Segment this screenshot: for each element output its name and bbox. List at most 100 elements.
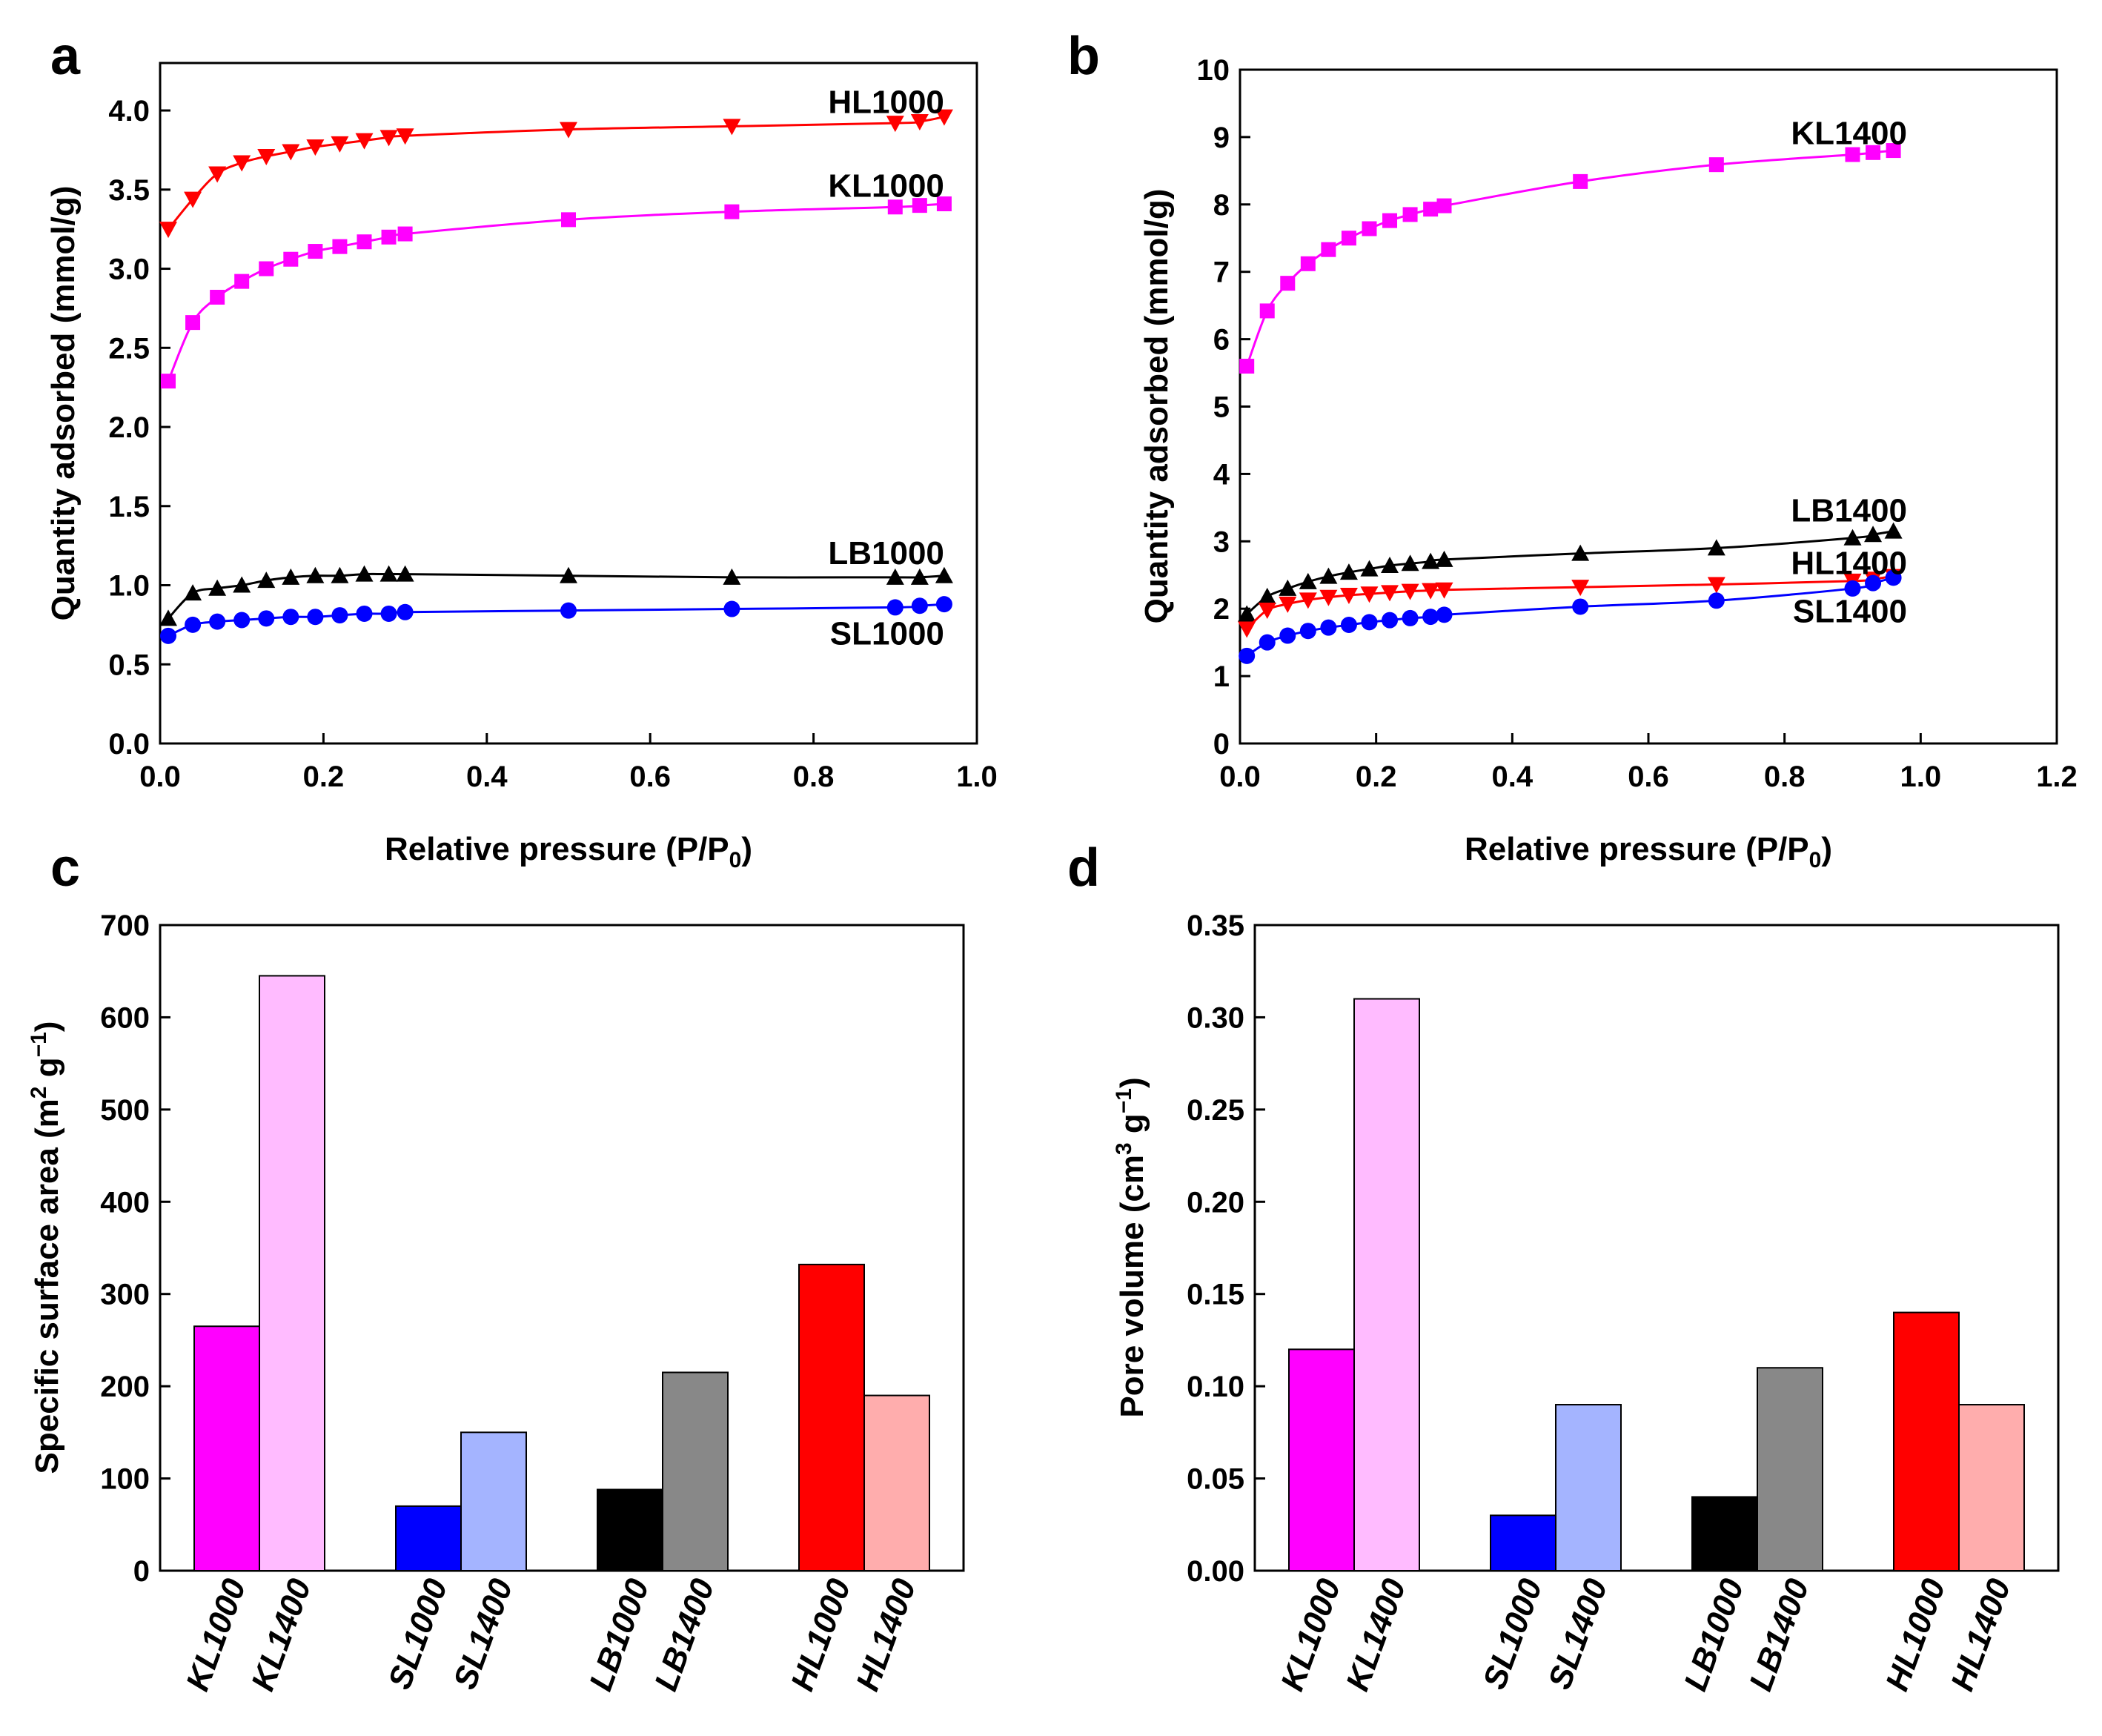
panel-label-d: d bbox=[1067, 838, 1100, 898]
data-point bbox=[560, 602, 577, 619]
data-point bbox=[1422, 552, 1440, 569]
x-tick-label: 0.8 bbox=[793, 761, 835, 793]
y-tick-label: 600 bbox=[100, 1001, 150, 1034]
series-line-kl1000 bbox=[167, 202, 945, 382]
category-label: HL1000 bbox=[784, 1574, 858, 1695]
category-label: LB1000 bbox=[583, 1574, 657, 1695]
data-point bbox=[723, 568, 741, 585]
data-point bbox=[1401, 583, 1419, 600]
data-point bbox=[397, 603, 414, 620]
category-label: SL1000 bbox=[382, 1574, 455, 1694]
bar-kl1000 bbox=[193, 1325, 260, 1571]
data-point bbox=[257, 572, 276, 589]
chart-panel-d: 0.00 0.05 0.10 0.15 0.20 0.25 0.30 0.35 KL1000K… bbox=[1112, 910, 2060, 1696]
data-point bbox=[1885, 569, 1902, 586]
data-point bbox=[1339, 588, 1358, 605]
y-axis-label-b: Quantity adsorbed (mmol/g) bbox=[1138, 189, 1175, 624]
data-point bbox=[306, 139, 325, 156]
data-point bbox=[1382, 213, 1398, 228]
bar-hl1000 bbox=[798, 1263, 865, 1571]
data-point bbox=[1360, 586, 1379, 603]
x-tick-label: 1.2 bbox=[2036, 761, 2078, 793]
y-tick-label: 4 bbox=[1213, 458, 1230, 491]
data-point bbox=[234, 274, 250, 289]
data-point bbox=[1886, 143, 1901, 159]
data-point bbox=[1361, 614, 1378, 631]
bar-sl1000 bbox=[1490, 1514, 1556, 1572]
data-point bbox=[381, 229, 397, 245]
y-tick-label: 5 bbox=[1213, 391, 1230, 424]
data-point bbox=[356, 605, 373, 622]
category-label: LB1000 bbox=[1677, 1574, 1751, 1695]
data-point bbox=[233, 155, 251, 172]
data-point bbox=[887, 199, 903, 215]
data-point bbox=[1299, 572, 1317, 589]
data-point bbox=[208, 579, 227, 596]
data-point bbox=[355, 565, 374, 582]
data-point bbox=[723, 119, 741, 136]
category-label: HL1400 bbox=[849, 1574, 924, 1695]
category-label: HL1400 bbox=[1944, 1574, 2018, 1695]
y-tick-label: 2.5 bbox=[108, 332, 150, 365]
data-point bbox=[1341, 231, 1356, 246]
data-point bbox=[723, 600, 740, 617]
data-point bbox=[1319, 589, 1338, 606]
data-point bbox=[886, 599, 904, 616]
data-point bbox=[1340, 617, 1357, 634]
data-point bbox=[1422, 609, 1439, 626]
series-label-sl1400: SL1400 bbox=[1793, 594, 1907, 630]
data-point bbox=[1573, 173, 1588, 189]
data-point bbox=[396, 565, 414, 582]
data-point bbox=[1843, 529, 1862, 546]
data-point bbox=[307, 609, 324, 626]
y-tick-label: 0.30 bbox=[1187, 1001, 1244, 1034]
plot-frame-c bbox=[159, 924, 965, 1572]
data-point bbox=[1259, 634, 1276, 651]
data-point bbox=[185, 315, 201, 331]
data-point bbox=[912, 198, 927, 213]
series-label-kl1000: KL1000 bbox=[828, 168, 944, 205]
y-tick-label: 0.5 bbox=[108, 649, 150, 681]
data-point bbox=[332, 239, 348, 254]
y-tick-label: 500 bbox=[100, 1094, 150, 1127]
data-point bbox=[1436, 198, 1452, 213]
y-tick-label: 2.0 bbox=[108, 411, 150, 444]
data-point bbox=[886, 116, 904, 133]
data-point bbox=[282, 609, 299, 626]
x-tick-label: 1.0 bbox=[956, 761, 998, 793]
data-point bbox=[561, 212, 576, 228]
data-point bbox=[1572, 598, 1589, 615]
y-tick-label: 0.0 bbox=[108, 728, 150, 761]
data-point bbox=[1884, 522, 1903, 539]
y-tick-label: 0.25 bbox=[1187, 1094, 1244, 1127]
data-point bbox=[911, 597, 928, 614]
category-label: LB1400 bbox=[1743, 1574, 1817, 1695]
data-point bbox=[910, 568, 929, 585]
data-point bbox=[1435, 582, 1453, 599]
series-label-hl1000: HL1000 bbox=[828, 84, 944, 120]
data-point bbox=[1422, 583, 1440, 600]
y-ticks-d: 0.00 0.05 0.10 0.15 0.20 0.25 0.30 0.35 bbox=[1187, 910, 1265, 1588]
panel-label-c: c bbox=[50, 838, 80, 898]
data-point bbox=[1381, 585, 1399, 602]
x-tick-label: 0.6 bbox=[1628, 761, 1669, 793]
data-point bbox=[1845, 147, 1860, 162]
chart-panel-b: 0.0 0.2 0.4 0.6 0.8 1.0 1.2 0 1 2 3 4 5 6 7 8 9 10 KL140… bbox=[1138, 54, 2078, 872]
bars-c bbox=[193, 975, 930, 1572]
data-point bbox=[1382, 612, 1399, 629]
series-label-sl1000: SL1000 bbox=[830, 616, 944, 652]
y-tick-label: 10 bbox=[1197, 54, 1230, 87]
data-point bbox=[306, 566, 325, 583]
category-label: SL1000 bbox=[1476, 1574, 1550, 1694]
y-tick-label: 3.0 bbox=[108, 254, 150, 286]
data-point bbox=[1362, 221, 1377, 236]
data-point bbox=[1381, 557, 1399, 574]
bar-kl1000 bbox=[1288, 1348, 1355, 1572]
bar-lb1400 bbox=[662, 1371, 729, 1571]
data-point bbox=[1401, 554, 1419, 572]
data-point bbox=[380, 605, 397, 622]
y-tick-label: 0 bbox=[133, 1555, 150, 1588]
data-point bbox=[560, 122, 577, 139]
